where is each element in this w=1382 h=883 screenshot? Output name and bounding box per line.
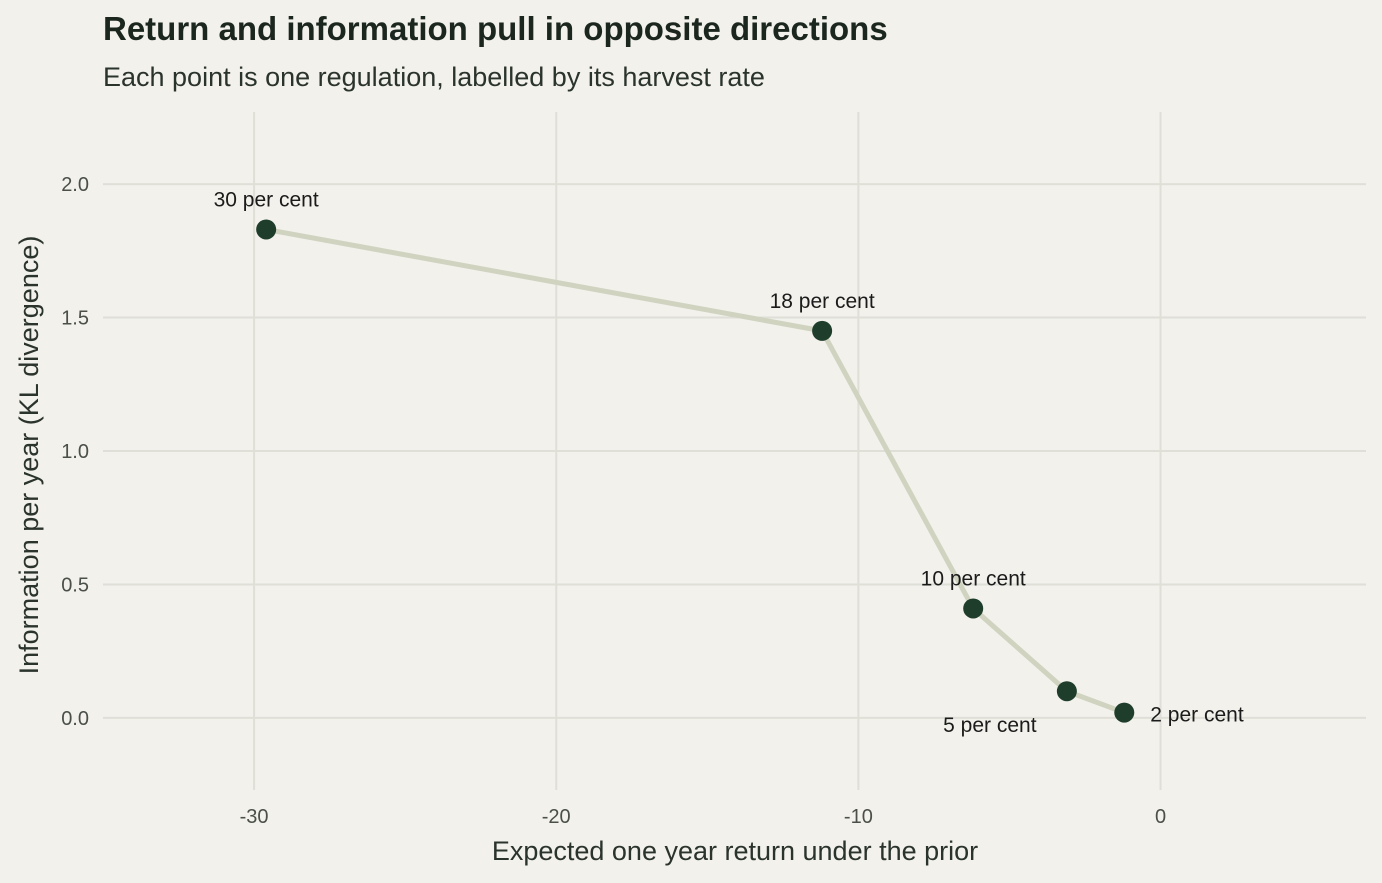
- x-tick-label: -10: [844, 806, 873, 828]
- chart-title: Return and information pull in opposite …: [103, 10, 888, 47]
- y-tick-label: 2.0: [61, 174, 89, 196]
- x-tick-label: -30: [240, 806, 269, 828]
- data-point: [256, 219, 277, 240]
- point-layer: [256, 219, 1135, 723]
- axis-layer: -30 -20 -10 0 0.0 0.5 1.0 1.5 2.0: [61, 174, 1166, 828]
- point-label: 10 per cent: [921, 567, 1026, 590]
- line-layer: [263, 226, 1127, 716]
- data-point: [1114, 702, 1135, 723]
- point-label: 5 per cent: [943, 714, 1037, 737]
- y-tick-label: 0.0: [61, 708, 89, 730]
- point-label: 30 per cent: [214, 188, 319, 211]
- y-axis-title: Information per year (KL divergence): [14, 236, 44, 675]
- x-axis-title: Expected one year return under the prior: [492, 836, 978, 866]
- grid-layer: [103, 112, 1366, 790]
- x-tick-label: -20: [542, 806, 571, 828]
- point-label: 2 per cent: [1150, 704, 1244, 727]
- point-label: 18 per cent: [770, 290, 875, 313]
- series-line: [263, 226, 1127, 716]
- data-point: [812, 320, 833, 341]
- y-tick-label: 0.5: [61, 574, 89, 596]
- x-tick-label: 0: [1155, 806, 1166, 828]
- y-tick-label: 1.0: [61, 441, 89, 463]
- chart-subtitle: Each point is one regulation, labelled b…: [103, 62, 765, 92]
- data-point: [1056, 681, 1077, 702]
- y-tick-label: 1.5: [61, 308, 89, 330]
- data-point: [963, 598, 984, 619]
- label-layer: 30 per cent 18 per cent 10 per cent 5 per c…: [214, 188, 1244, 737]
